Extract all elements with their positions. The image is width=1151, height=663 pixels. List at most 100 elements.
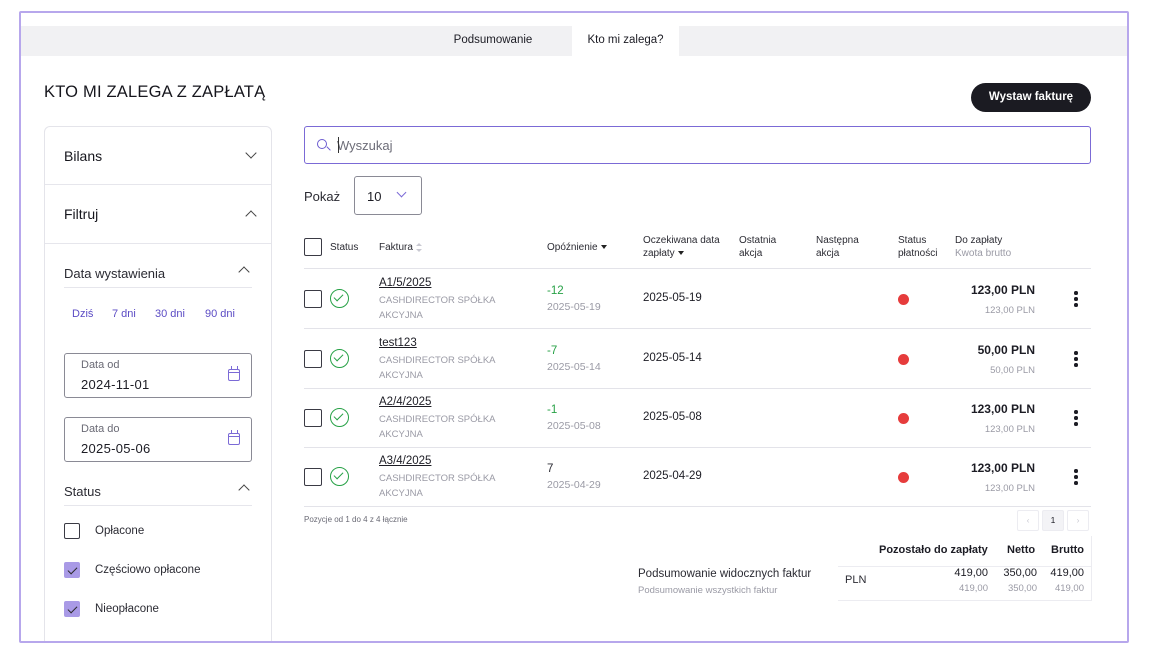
header-next-action: Następna akcja [816,234,859,260]
select-all-checkbox[interactable] [304,238,322,256]
table-row[interactable]: A1/5/2025 CASHDIRECTOR SPÓŁKA AKCYJNA -12… [304,269,1091,328]
issue-date-section[interactable]: Data wystawienia [64,258,252,288]
status-section[interactable]: Status [64,476,252,506]
header-delay[interactable]: Opóźnienie [547,241,607,254]
filter-accordion[interactable]: Filtruj [45,185,271,244]
more-vertical-icon[interactable] [1074,291,1078,307]
tab-bar: Podsumowanie Kto mi zalega? [21,26,1127,56]
invoice-company: CASHDIRECTOR SPÓŁKA AKCYJNA [379,471,509,501]
divider [838,566,1091,567]
divider [304,268,1091,269]
date-to-label: Data do [81,423,120,435]
header-next-action-l1: Następna [816,235,859,246]
expected-date: 2025-05-19 [643,292,702,304]
quick-90-days[interactable]: 90 dni [205,308,235,320]
calendar-icon[interactable] [228,430,240,445]
header-last-action-l2: akcja [739,248,763,259]
row-checkbox[interactable] [304,409,322,427]
invoice-company-l1: CASHDIRECTOR SPÓŁKA [379,355,496,366]
divider [304,388,1091,389]
row-checkbox[interactable] [304,290,322,308]
header-last-action: Ostatnia akcja [739,234,776,260]
date-from-value: 2024-11-01 [81,377,150,392]
delay-date: 2025-05-14 [547,361,601,373]
chevron-up-icon [238,484,250,496]
tab-who-owes-me[interactable]: Kto mi zalega? [572,26,679,56]
unpaid-status-dot [898,354,909,365]
table-row[interactable]: A3/4/2025 CASHDIRECTOR SPÓŁKA AKCYJNA 7 2… [304,447,1091,506]
pagination-next-button[interactable]: › [1067,510,1089,531]
quick-7-days[interactable]: 7 dni [112,308,136,320]
more-vertical-icon[interactable] [1074,410,1078,426]
invoice-company-l2: AKCYJNA [379,488,423,499]
checkbox-checked[interactable] [64,601,80,617]
table-row[interactable]: A2/4/2025 CASHDIRECTOR SPÓŁKA AKCYJNA -1 … [304,388,1091,447]
invoice-company-l1: CASHDIRECTOR SPÓŁKA [379,414,496,425]
check-circle-icon [330,408,349,427]
header-delay-label: Opóźnienie [547,242,598,253]
date-from-field[interactable]: Data od 2024-11-01 [64,353,252,398]
amount-due: 123,00 PLN [970,461,1035,475]
invoice-company: CASHDIRECTOR SPÓŁKA AKCYJNA [379,412,509,442]
invoice-company: CASHDIRECTOR SPÓŁKA AKCYJNA [379,293,509,323]
invoice-company-l1: CASHDIRECTOR SPÓŁKA [379,295,496,306]
summary-visible-remaining: 419,00 [954,567,988,579]
unpaid-status-dot [898,413,909,424]
delay-days: 7 [547,463,554,475]
balance-accordion[interactable]: Bilans [45,127,271,185]
unpaid-status-dot [898,472,909,483]
search-box[interactable] [304,126,1091,164]
status-option-label: Opłacone [95,525,145,537]
checkbox-checked[interactable] [64,562,80,578]
calendar-icon[interactable] [228,366,240,381]
header-payment-status: Status płatności [898,234,937,260]
invoice-number-link[interactable]: A1/5/2025 [379,277,432,289]
header-expected-date[interactable]: Oczekiwana data zapłaty [643,234,720,260]
chevron-up-icon [245,210,257,222]
filter-label: Filtruj [64,206,99,222]
expected-date: 2025-04-29 [643,470,702,482]
page-size-select[interactable]: 10 [354,176,422,215]
header-to-pay-label: Do zapłaty [955,235,1003,246]
amount-gross: 123,00 PLN [984,483,1035,494]
chevron-up-icon [238,266,250,278]
more-vertical-icon[interactable] [1074,469,1078,485]
issue-date-label: Data wystawienia [64,266,166,281]
summary-header-net: Netto [1007,544,1036,556]
status-label: Status [64,484,101,499]
quick-today[interactable]: Dziś [72,308,94,320]
balance-label: Bilans [64,148,103,164]
header-to-pay-sub: Kwota brutto [955,248,1012,259]
filter-sidebar: Bilans Filtruj Data wystawienia Dziś 7 d… [44,126,272,641]
header-last-action-l1: Ostatnia [739,235,777,246]
invoice-number-link[interactable]: test123 [379,337,417,349]
date-to-field[interactable]: Data do 2025-05-06 [64,417,252,462]
check-circle-icon [330,349,349,368]
invoice-number-link[interactable]: A3/4/2025 [379,455,432,467]
row-checkbox[interactable] [304,468,322,486]
status-option-label: Częściowo opłacone [95,564,201,576]
delay-date: 2025-05-08 [547,420,601,432]
summary-all-label: Podsumowanie wszystkich faktur [638,585,778,596]
pagination-page-1[interactable]: 1 [1042,510,1064,531]
more-vertical-icon[interactable] [1074,351,1078,367]
page-size-label: Pokaż [304,189,341,204]
row-checkbox[interactable] [304,350,322,368]
page-size-value: 10 [367,189,382,204]
summary-all-net: 350,00 [1007,583,1037,594]
search-input[interactable] [337,135,1037,155]
issue-invoice-button[interactable]: Wystaw fakturę [971,83,1091,112]
invoice-company-l2: AKCYJNA [379,310,423,321]
delay-days: -1 [547,404,558,416]
summary-visible-label: Podsumowanie widocznych faktur [638,568,812,580]
table-row[interactable]: test123 CASHDIRECTOR SPÓŁKA AKCYJNA -7 20… [304,329,1091,388]
divider [304,447,1091,448]
checkbox[interactable] [64,523,80,539]
amount-gross: 50,00 PLN [990,365,1035,376]
invoice-number-link[interactable]: A2/4/2025 [379,396,432,408]
header-invoice[interactable]: Faktura [379,241,422,254]
summary-all-remaining: 419,00 [958,583,988,594]
tab-summary[interactable]: Podsumowanie [453,34,533,46]
pagination-prev-button[interactable]: ‹ [1017,510,1039,531]
quick-30-days[interactable]: 30 dni [155,308,185,320]
